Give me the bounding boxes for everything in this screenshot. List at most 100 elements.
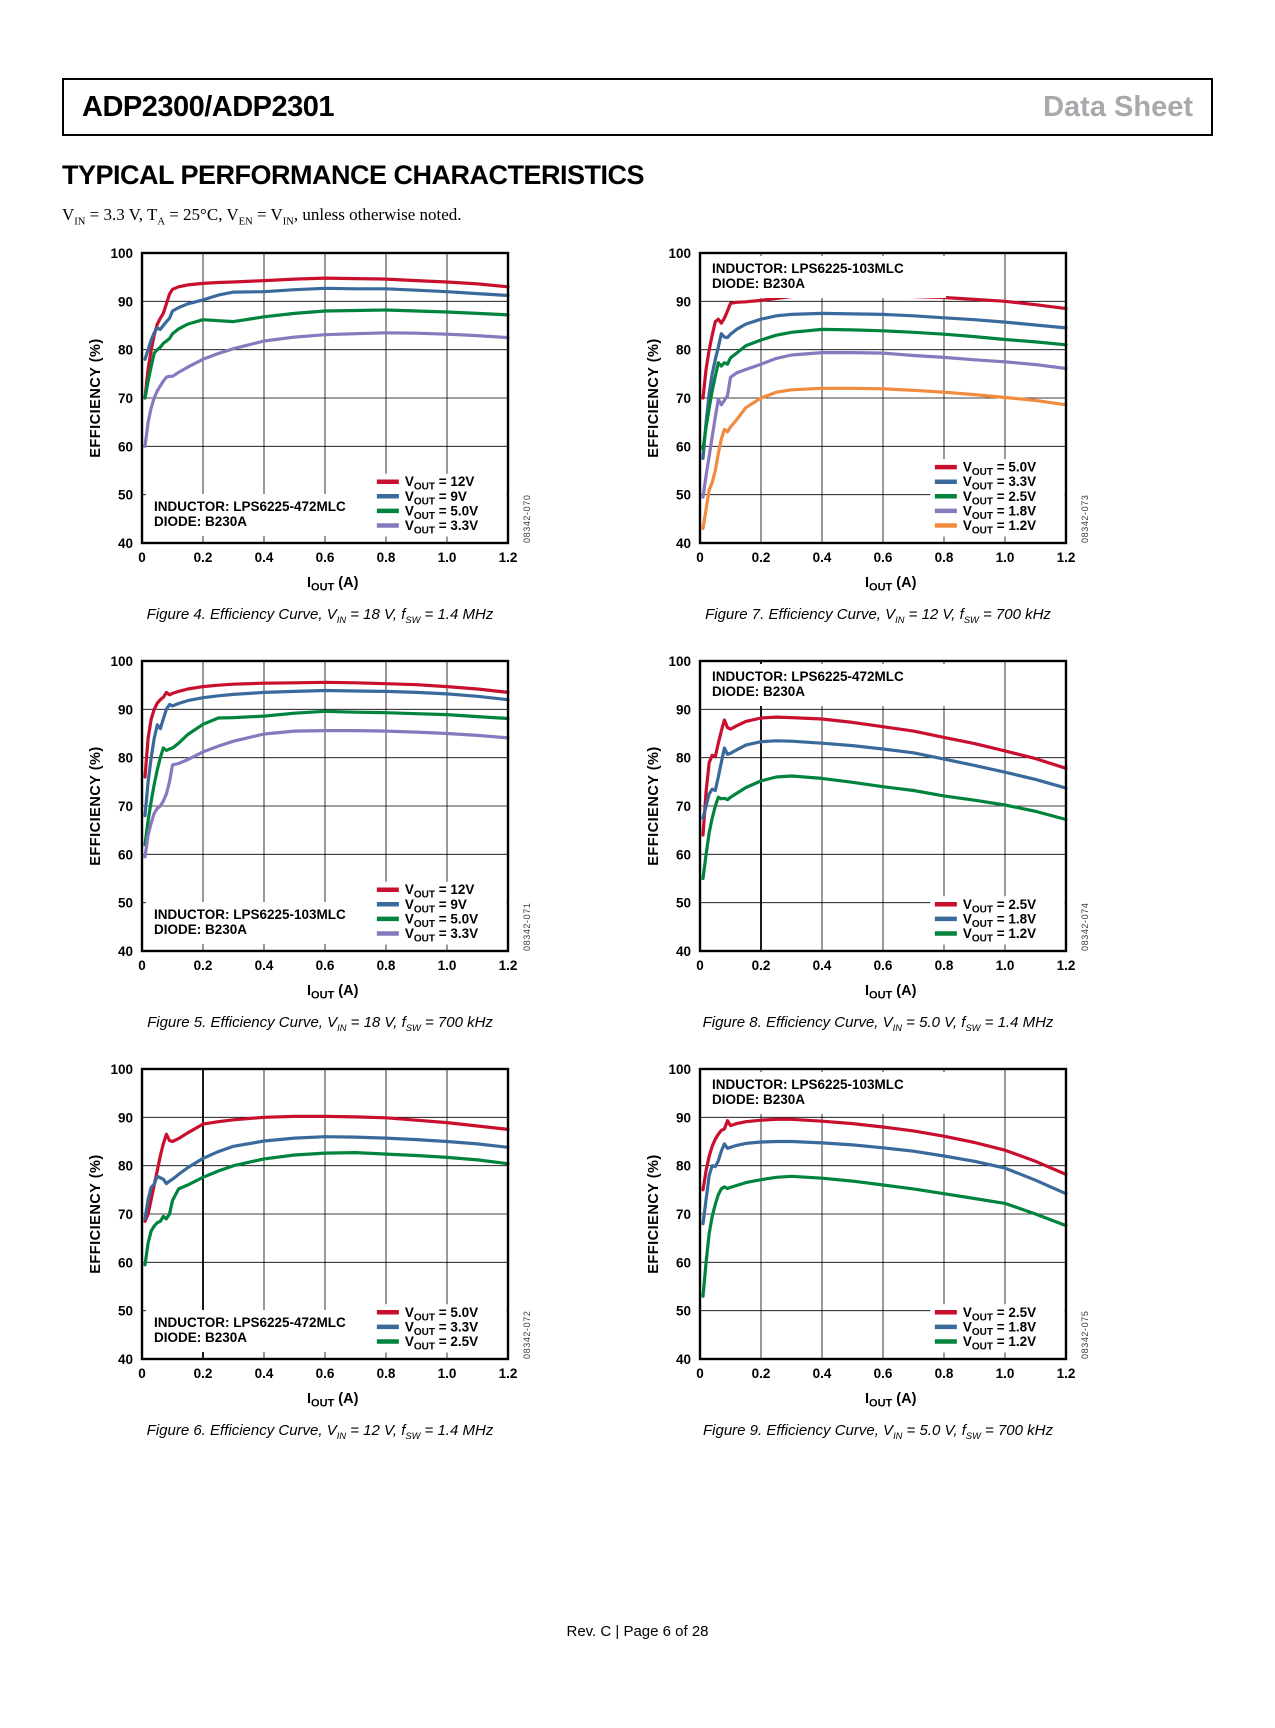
figure-8-chart: INDUCTOR: LPS6225-472MLC DIODE: B230A VOUT… [638,651,1118,1008]
svg-text:0.8: 0.8 [935,958,954,973]
series-vout-5.0V [143,308,510,400]
y-axis-title: EFFICIENCY (%) [646,339,662,459]
series-vout-3.3V [143,1135,510,1221]
y-axis-tick-labels: 40 50 60 70 80 90 100 [668,654,691,959]
plot-border [698,660,1068,953]
y-axis-tick-labels: 40 50 60 70 80 90 100 [668,246,691,551]
y-axis-title: EFFICIENCY (%) [88,747,104,867]
figure-9-caption: Figure 9. Efficiency Curve, VIN = 5.0 V,… [702,1422,1053,1442]
svg-text:60: 60 [118,1256,133,1271]
svg-text:40: 40 [118,1352,133,1367]
svg-text:40: 40 [676,944,691,959]
y-axis-tick-labels: 40 50 60 70 80 90 100 [110,1062,133,1367]
svg-text:50: 50 [118,488,133,503]
svg-text:0.6: 0.6 [316,1366,335,1381]
svg-text:80: 80 [118,343,133,358]
series-vout-3.3V [143,331,510,449]
svg-text:0.8: 0.8 [935,550,954,565]
page-footer: Rev. C | Page 6 of 28 [566,1623,709,1640]
figure-code: 08342-075 [1080,1311,1090,1359]
svg-text:90: 90 [676,703,691,718]
figure-code: 08342-070 [522,495,532,543]
y-axis-tick-labels: 40 50 60 70 80 90 100 [110,654,133,959]
series-vout-5.0V [143,1115,510,1224]
svg-text:1.2: 1.2 [499,958,518,973]
series-vout-1.8V [701,739,1068,821]
svg-text:1.2: 1.2 [1057,958,1076,973]
series-vout-1.2V [701,387,1068,531]
figure-5-block: INDUCTOR: LPS6225-103MLC DIODE: B230A VOUT… [80,651,560,1033]
svg-text:50: 50 [676,896,691,911]
svg-text:0.4: 0.4 [813,550,832,565]
figure-6-block: INDUCTOR: LPS6225-472MLC DIODE: B230A VOUT… [80,1059,560,1441]
x-axis-tick-labels: 0 0.2 0.4 0.6 0.8 1.0 1.2 [696,1366,1075,1381]
svg-text:1.0: 1.0 [438,1366,457,1381]
svg-text:DIODE: B230A: DIODE: B230A [154,922,247,937]
series-vout-1.2V [701,774,1068,881]
series-vout-1.2V [701,1175,1068,1299]
svg-text:0: 0 [696,1366,704,1381]
x-axis-title: IOUT (A) [865,1391,917,1410]
series-vout-2.5V [143,1151,510,1267]
svg-text:60: 60 [676,848,691,863]
svg-text:100: 100 [110,1062,133,1077]
svg-text:1.2: 1.2 [1057,1366,1076,1381]
svg-text:50: 50 [118,1304,133,1319]
svg-text:70: 70 [118,1207,133,1222]
svg-text:50: 50 [676,1304,691,1319]
svg-text:0: 0 [696,958,704,973]
page-header: ADP2300/ADP2301 Data Sheet [62,78,1213,136]
figure-4-chart: INDUCTOR: LPS6225-472MLC DIODE: B230A VOUT… [80,243,560,600]
svg-text:0.8: 0.8 [935,1366,954,1381]
svg-text:60: 60 [676,1256,691,1271]
figure-9-chart: INDUCTOR: LPS6225-103MLC DIODE: B230A VOUT… [638,1059,1118,1416]
svg-text:0.4: 0.4 [813,1366,832,1381]
figure-4-block: INDUCTOR: LPS6225-472MLC DIODE: B230A VOUT… [80,243,560,625]
plot-border [140,1068,510,1361]
series-vout-9V [143,287,510,362]
svg-text:70: 70 [118,799,133,814]
svg-text:1.2: 1.2 [1057,550,1076,565]
svg-text:80: 80 [118,1159,133,1174]
section-title: TYPICAL PERFORMANCE CHARACTERISTICS [62,160,645,190]
y-axis-tick-labels: 40 50 60 70 80 90 100 [110,246,133,551]
figure-code: 08342-073 [1080,495,1090,543]
svg-text:DIODE: B230A: DIODE: B230A [712,684,805,699]
svg-text:100: 100 [110,654,133,669]
figure-code: 08342-072 [522,1311,532,1359]
svg-text:0: 0 [138,958,146,973]
svg-text:100: 100 [668,1062,691,1077]
y-axis-title: EFFICIENCY (%) [88,1155,104,1275]
svg-text:70: 70 [676,391,691,406]
figure-6-chart: INDUCTOR: LPS6225-472MLC DIODE: B230A VOUT… [80,1059,560,1416]
svg-text:80: 80 [118,751,133,766]
svg-text:80: 80 [676,751,691,766]
svg-text:0.2: 0.2 [752,550,771,565]
svg-text:0: 0 [696,550,704,565]
svg-text:90: 90 [118,295,133,310]
series-vout-5.0V [143,710,510,847]
figure-9-block: INDUCTOR: LPS6225-103MLC DIODE: B230A VOUT… [638,1059,1118,1441]
x-axis-title: IOUT (A) [307,1391,359,1410]
svg-text:80: 80 [676,343,691,358]
svg-text:90: 90 [676,1111,691,1126]
figure-4-caption: Figure 4. Efficiency Curve, VIN = 18 V, … [146,606,494,626]
figure-6-caption: Figure 6. Efficiency Curve, VIN = 12 V, … [146,1422,494,1442]
svg-text:1.2: 1.2 [499,1366,518,1381]
series-vout-5.0V [701,293,1068,400]
svg-text:0: 0 [138,550,146,565]
svg-text:90: 90 [676,295,691,310]
svg-text:0.2: 0.2 [752,1366,771,1381]
svg-text:VOUT = 1.8V: VOUT = 1.8V [963,1320,1036,1339]
part-number-title: ADP2300/ADP2301 [82,90,335,123]
x-axis-tick-labels: 0 0.2 0.4 0.6 0.8 1.0 1.2 [138,1366,517,1381]
